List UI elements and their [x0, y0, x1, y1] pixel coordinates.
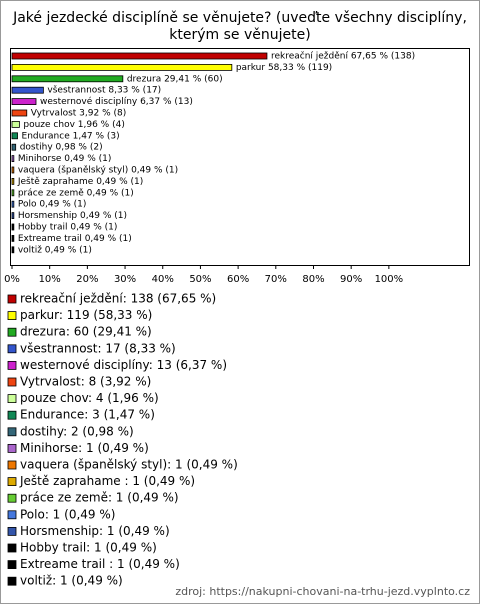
- x-tick-label: 50%: [189, 274, 211, 285]
- legend-swatch: [7, 294, 17, 304]
- legend-swatch: [7, 327, 17, 337]
- legend-swatch: [7, 493, 17, 503]
- legend-label: Endurance: 3 (1,47 %): [20, 408, 155, 422]
- legend-label: Minihorse: 1 (0,49 %): [20, 441, 149, 455]
- bar-label: Extreame trail 0,49 % (1): [18, 234, 132, 244]
- x-tick-label: 20%: [76, 274, 98, 285]
- legend-label: vaquera (španělský styl): 1 (0,49 %): [20, 458, 238, 472]
- bar: [11, 246, 15, 254]
- legend-label: voltiž: 1 (0,49 %): [20, 574, 123, 588]
- bar: [11, 189, 15, 197]
- bar-label: všestrannost 8,33 % (17): [47, 85, 161, 96]
- x-tick-label: 60%: [227, 274, 249, 285]
- bar-label: drezura 29,41 % (60): [127, 74, 223, 84]
- bar: [11, 98, 37, 105]
- legend-swatch: [7, 543, 17, 553]
- bar-label: Vytrvalost 3,92 % (8): [31, 109, 126, 119]
- legend-swatch: [7, 360, 17, 370]
- bar: [11, 75, 124, 83]
- bar-label: vaquera (španělský styl) 0,49 % (1): [18, 165, 178, 176]
- legend-swatch: [7, 560, 17, 569]
- bar: [11, 121, 20, 128]
- bar: [11, 234, 15, 242]
- legend-label: všestrannost: 17 (8,33 %): [20, 341, 176, 355]
- bar: [11, 86, 44, 94]
- bar-label: dostihy 0,98 % (2): [20, 143, 103, 153]
- x-tick-label: 80%: [302, 274, 324, 285]
- bar: [11, 200, 15, 208]
- bar: [11, 155, 15, 163]
- legend-swatch: [7, 344, 17, 354]
- bar-label: Minihorse 0,49 % (1): [18, 154, 112, 164]
- legend-swatch: [7, 477, 17, 487]
- legend-label: Extreame trail : 1 (0,49 %): [20, 557, 180, 571]
- legend-swatch: [7, 576, 17, 586]
- source: zdroj: https://nakupni-chovani-na-trhu-j…: [175, 585, 470, 598]
- bar: [11, 132, 18, 140]
- title-line: kterým se věnujete): [169, 27, 310, 43]
- legend-swatch: [7, 427, 17, 437]
- bar: [11, 52, 268, 60]
- legend-swatch: [7, 460, 17, 470]
- legend-label: dostihy: 2 (0,98 %): [20, 424, 134, 438]
- legend-label: parkur: 119 (58,33 %): [20, 308, 152, 322]
- legend-swatch: [7, 311, 17, 321]
- legend-swatch: [7, 510, 17, 520]
- legend-label: rekreační ježdění: 138 (67,65 %): [20, 292, 216, 306]
- bar-label: Horsmenship 0,49 % (1): [18, 211, 127, 221]
- bar-label: westernové disciplíny 6,37 % (13): [40, 96, 193, 107]
- bar: [11, 143, 17, 151]
- title-line: Jaké jezdecké disciplíně se věnujete? (u…: [12, 10, 467, 26]
- x-tick-label: 90%: [340, 274, 362, 285]
- bar: [11, 166, 15, 174]
- bar-label: práce ze země 0,49 % (1): [18, 188, 134, 198]
- legend-label: Ještě zaprahame : 1 (0,49 %): [19, 474, 195, 488]
- legend-label: westernové disciplíny: 13 (6,37 %): [20, 358, 227, 372]
- legend-swatch: [7, 527, 17, 536]
- bar-label: pouze chov 1,96 % (4): [23, 120, 124, 130]
- legend-label: pouze chov: 4 (1,96 %): [20, 391, 159, 405]
- x-tick-label: 0%: [4, 274, 20, 285]
- x-tick-label: 10%: [39, 274, 61, 285]
- legend-label: Hobby trail: 1 (0,49 %): [20, 541, 157, 555]
- x-tick-label: 40%: [152, 274, 174, 285]
- x-tick-label: 70%: [265, 274, 287, 285]
- legend-label: drezura: 60 (29,41 %): [20, 325, 152, 339]
- legend-swatch: [7, 443, 17, 453]
- legend-label: Polo: 1 (0,49 %): [20, 507, 115, 521]
- legend-swatch: [7, 410, 17, 420]
- bar-label: Polo 0,49 % (1): [18, 200, 87, 210]
- bar-label: Ještě zaprahame 0,49 % (1): [17, 176, 143, 187]
- bar: [11, 212, 15, 220]
- bar: [11, 223, 15, 231]
- bar: [11, 109, 28, 117]
- bar: [11, 64, 233, 71]
- bar-label: Hobby trail 0,49 % (1): [18, 223, 118, 233]
- x-tick-label: 100%: [375, 274, 404, 285]
- plot-box: [10, 48, 470, 266]
- bar-label: voltiž 0,49 % (1): [18, 245, 92, 255]
- bar-label: Endurance 1,47 % (3): [22, 131, 120, 141]
- legend-swatch: [7, 394, 17, 404]
- bar-label: parkur 58,33 % (119): [236, 63, 332, 73]
- legend-label: práce ze země: 1 (0,49 %): [20, 491, 179, 505]
- legend-swatch: [7, 377, 17, 387]
- bar: [11, 177, 15, 185]
- x-tick-label: 30%: [114, 274, 136, 285]
- legend-label: Horsmenship: 1 (0,49 %): [20, 524, 170, 538]
- bar-label: rekreační ježdění 67,65 % (138): [271, 51, 415, 62]
- legend-label: Vytrvalost: 8 (3,92 %): [20, 375, 151, 389]
